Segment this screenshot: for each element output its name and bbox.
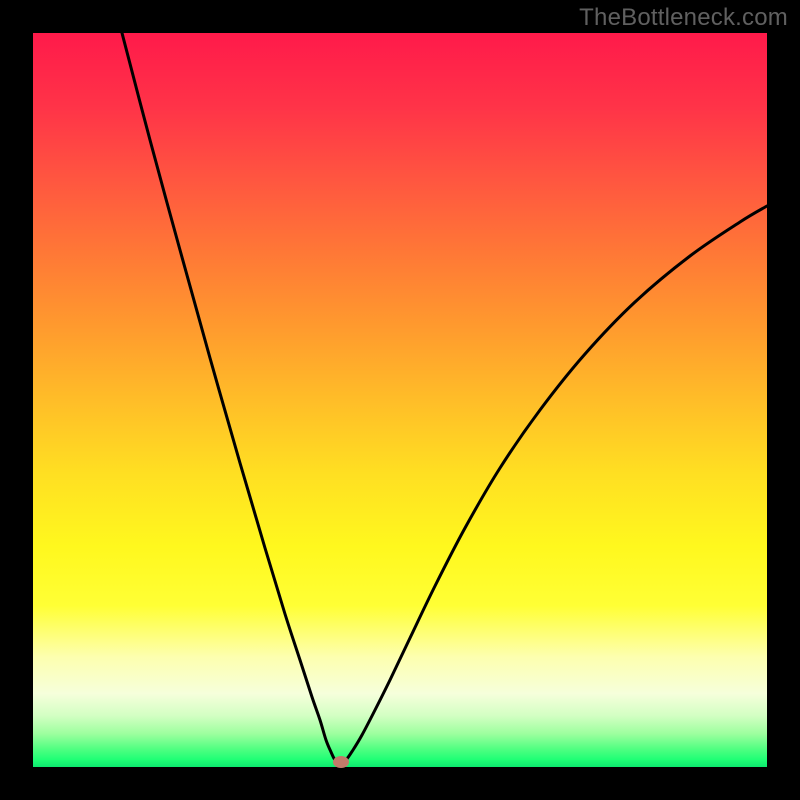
chart-container: TheBottleneck.com xyxy=(0,0,800,800)
watermark-text: TheBottleneck.com xyxy=(579,4,788,32)
bottleneck-chart xyxy=(0,0,800,800)
bottleneck-marker xyxy=(333,756,349,768)
